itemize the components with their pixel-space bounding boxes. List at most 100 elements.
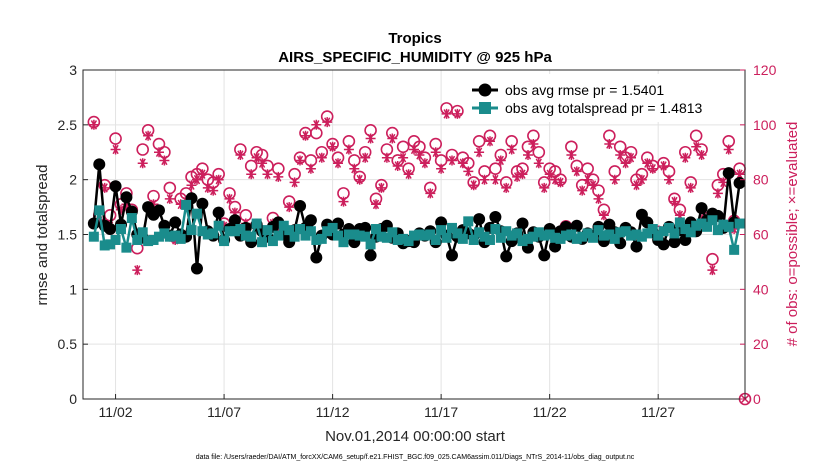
totalspread-point xyxy=(105,239,116,250)
totalspread-point xyxy=(441,232,452,243)
totalspread-point xyxy=(392,234,403,245)
evaluated-obs-marker xyxy=(338,196,349,207)
rmse-point xyxy=(104,223,117,236)
totalspread-point xyxy=(181,199,192,210)
totalspread-point xyxy=(137,227,148,238)
evaluated-obs-marker xyxy=(219,221,230,232)
evaluated-obs-marker xyxy=(414,150,425,160)
totalspread-point xyxy=(691,220,702,231)
evaluated-obs-marker xyxy=(186,180,197,191)
evaluated-obs-marker xyxy=(669,196,680,207)
evaluated-obs-marker xyxy=(588,180,599,191)
rmse-point xyxy=(109,180,122,193)
evaluated-obs-marker xyxy=(305,163,316,174)
totalspread-point xyxy=(620,226,631,237)
totalspread-point xyxy=(539,230,550,241)
totalspread-point xyxy=(235,224,246,235)
y-right-tick-label: 120 xyxy=(753,62,777,78)
totalspread-point xyxy=(343,229,354,240)
evaluated-obs-marker xyxy=(680,152,691,163)
evaluated-obs-marker xyxy=(88,119,99,130)
totalspread-point xyxy=(484,234,495,245)
totalspread-point xyxy=(403,236,414,247)
y-right-tick-label: 60 xyxy=(753,227,769,243)
evaluated-obs-marker xyxy=(642,158,653,169)
y-right-tick-label: 20 xyxy=(753,336,769,352)
totalspread-point xyxy=(121,242,132,253)
evaluated-obs-marker xyxy=(517,169,528,180)
totalspread-point xyxy=(522,233,533,244)
totalspread-point xyxy=(327,222,338,233)
rmse-point xyxy=(516,217,529,230)
totalspread-point xyxy=(354,230,365,241)
evaluated-obs-marker xyxy=(566,150,577,160)
totalspread-point xyxy=(224,226,235,237)
evaluated-obs-marker xyxy=(598,210,609,221)
totalspread-point xyxy=(490,224,501,235)
totalspread-point xyxy=(528,231,539,242)
rmse-point xyxy=(93,158,106,171)
legend: obs avg rmse pr = 1.5401 obs avg totalsp… xyxy=(466,74,734,122)
rmse-point xyxy=(190,262,203,275)
evaluated-obs-marker xyxy=(398,152,409,163)
y-axis-label: rmse and totalspread xyxy=(34,165,51,306)
evaluated-obs-marker xyxy=(658,161,669,171)
rmse-point xyxy=(668,236,681,249)
totalspread-point xyxy=(262,225,273,236)
evaluated-obs-marker xyxy=(322,117,333,128)
possible-obs-marker xyxy=(136,143,149,156)
evaluated-obs-marker xyxy=(333,158,343,169)
possible-obs-marker xyxy=(532,145,546,159)
y-right-tick-label: 0 xyxy=(753,391,761,407)
rmse-point xyxy=(473,213,486,226)
totalspread-point xyxy=(251,218,262,229)
totalspread-point xyxy=(533,227,544,238)
totalspread-point xyxy=(669,228,680,239)
evaluated-obs-marker xyxy=(485,136,495,147)
totalspread-point xyxy=(664,222,675,233)
totalspread-point xyxy=(604,229,615,240)
evaluated-obs-marker xyxy=(696,150,707,160)
evaluated-obs-marker xyxy=(707,265,718,276)
evaluated-obs-marker xyxy=(371,199,381,210)
evaluated-obs-marker xyxy=(447,155,457,166)
evaluated-obs-marker xyxy=(284,202,295,213)
totalspread-point xyxy=(680,224,691,235)
evaluated-obs-marker xyxy=(512,171,523,182)
rmse-point xyxy=(120,191,133,204)
totalspread-point xyxy=(338,237,349,248)
y-right-tick-label: 100 xyxy=(753,117,777,133)
totalspread-point xyxy=(170,230,181,241)
legend-marker-rmse xyxy=(478,83,492,97)
totalspread-point xyxy=(707,215,718,226)
evaluated-obs-marker xyxy=(734,169,745,180)
rmse-point xyxy=(695,202,708,215)
legend-label-spread: obs avg totalspread pr = 1.4813 xyxy=(505,100,703,116)
evaluated-obs-marker xyxy=(609,174,620,185)
rmse-point xyxy=(169,216,182,229)
totalspread-point xyxy=(99,240,110,251)
totalspread-point xyxy=(517,236,528,247)
evaluated-obs-marker xyxy=(360,152,371,163)
evaluated-obs-marker xyxy=(257,158,268,169)
evaluated-obs-marker xyxy=(376,182,387,193)
rmse-point xyxy=(722,167,735,180)
evaluated-obs-marker xyxy=(571,166,582,177)
totalspread-point xyxy=(446,222,457,233)
possible-obs-marker xyxy=(689,129,703,143)
totalspread-point xyxy=(110,234,121,245)
evaluated-obs-marker xyxy=(528,139,539,149)
evaluated-obs-marker xyxy=(430,147,441,158)
totalspread-point xyxy=(582,228,593,239)
evaluated-obs-marker xyxy=(555,177,566,188)
x-tick-label: 11/07 xyxy=(207,404,241,420)
totalspread-point xyxy=(468,234,479,245)
evaluated-obs-marker xyxy=(121,199,132,210)
evaluated-obs-marker xyxy=(94,215,105,226)
totalspread-point xyxy=(414,229,425,240)
evaluated-obs-marker xyxy=(164,193,175,204)
evaluated-obs-marker xyxy=(490,174,501,185)
totalspread-point xyxy=(175,233,186,244)
evaluated-obs-marker xyxy=(550,174,561,185)
totalspread-point xyxy=(322,226,333,237)
